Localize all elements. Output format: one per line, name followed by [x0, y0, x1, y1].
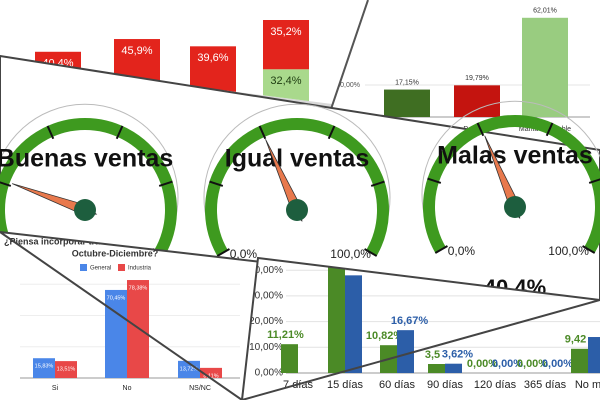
- gauge-scale-label: 100,0%: [330, 247, 371, 261]
- y-tick-label: 30,00%: [249, 291, 283, 302]
- gauge-arc: [423, 115, 600, 253]
- gauge-tick: [476, 122, 485, 137]
- value-label: 10,82%: [366, 330, 404, 342]
- legend-label: Industria: [128, 266, 152, 272]
- value-label: 13,51%: [57, 367, 76, 373]
- gauge-rim: [421, 100, 600, 251]
- gauge-title: Igual ventas: [225, 145, 370, 173]
- value-label: 35,2%: [270, 26, 301, 38]
- legend-swatch: [80, 264, 87, 271]
- gauge-hub: [74, 199, 96, 221]
- gauge-scale-label: 100,0%: [548, 244, 589, 258]
- gauge-tick: [364, 248, 378, 257]
- gauge-tick: [209, 180, 224, 187]
- gauge-rim: [0, 103, 179, 254]
- gauge-tick: [545, 122, 554, 137]
- value-label: 45,9%: [121, 45, 152, 57]
- x-tick-label: No m: [575, 379, 600, 391]
- value-label: 0,00%: [467, 358, 498, 370]
- value-label: 70,45%: [107, 295, 126, 301]
- bar: [571, 348, 588, 373]
- y-tick-label: 40,00%: [249, 265, 283, 276]
- value-label: 9,42: [565, 334, 586, 346]
- value-label: 0,00%: [542, 358, 573, 370]
- x-tick-label: 120 días: [474, 379, 517, 391]
- value-label: 17,15%: [395, 79, 419, 86]
- bar: [200, 367, 222, 378]
- gauge-tick: [588, 178, 600, 184]
- bar: [345, 275, 362, 373]
- gauge-arc: [0, 118, 177, 256]
- bar: [33, 358, 55, 378]
- chart-title: ¿Piensa incorporar tra: [4, 236, 101, 246]
- y-tick-label: 20,00%: [336, 82, 360, 89]
- bar: [281, 344, 298, 373]
- gauge-tick: [216, 248, 230, 257]
- bar: [588, 337, 600, 373]
- value-label: 3,5: [425, 349, 440, 361]
- gauge-title: Malas ventas: [437, 142, 593, 170]
- y-tick-label: 10,00%: [249, 342, 283, 353]
- bar: [454, 85, 500, 117]
- gauge-tick: [158, 180, 173, 187]
- panel-gauges: 0,0% 100,0% Buenas ventas 0,0% 100,0% Igual v…: [0, 54, 600, 314]
- x-tick-label: Si: [52, 385, 59, 392]
- gauge-tick: [258, 125, 267, 140]
- x-tick-label: 60 días: [379, 379, 416, 391]
- panel-grouped-left: ¿Piensa incorporar tra Octubre-Diciembre?…: [0, 232, 262, 400]
- chart-subtitle: Octubre-Diciembre?: [72, 248, 159, 258]
- gauge-scale-label: 0,0%: [230, 247, 258, 261]
- gauge-arc: [205, 118, 389, 256]
- bar: [384, 89, 430, 117]
- x-tick-label: 15 días: [327, 379, 364, 391]
- value-label: 0,00%: [492, 358, 523, 370]
- value-label: 62,01%: [533, 8, 557, 15]
- gauge-title: Buenas ventas: [0, 145, 173, 173]
- gauge-scale-label: 0,0%: [448, 244, 476, 258]
- value-label: 0,00%: [517, 358, 548, 370]
- y-tick-label: 0,00%: [255, 368, 283, 379]
- gauge-hub: [504, 196, 526, 218]
- x-tick-label: 365 días: [524, 379, 567, 391]
- value-label: 78,38%: [129, 285, 148, 291]
- gauge-hub: [286, 199, 308, 221]
- gauge-tick: [370, 180, 385, 187]
- legend-label: General: [90, 266, 111, 272]
- value-label: 39,6%: [197, 52, 228, 64]
- x-tick-label: 90 días: [427, 379, 464, 391]
- value-label: 16,67%: [391, 315, 429, 327]
- value-label: 8,11%: [203, 373, 218, 379]
- bar: [445, 363, 462, 373]
- gauge-rim: [203, 103, 391, 254]
- value-label: 13,72%: [180, 366, 199, 372]
- x-tick-label: No: [123, 385, 132, 392]
- bar: [328, 258, 345, 373]
- gauge-tick: [582, 245, 596, 254]
- gauge-tick: [115, 125, 124, 140]
- y-tick-label: 20,00%: [249, 316, 283, 327]
- value-label: 11,21%: [267, 329, 304, 341]
- gauge-tick: [427, 177, 442, 184]
- bar: [178, 360, 200, 378]
- value-label: 15,83%: [35, 364, 54, 370]
- gauge-tick: [46, 125, 55, 140]
- bar-segment: [263, 20, 309, 70]
- panel-edge: [240, 256, 600, 400]
- gauge-tick: [327, 125, 336, 140]
- bar: [522, 17, 568, 118]
- gauge-tick: [434, 245, 448, 254]
- bar: [105, 289, 127, 378]
- bar: [397, 330, 414, 373]
- gauge-tick: [0, 181, 12, 187]
- bar: [428, 364, 445, 373]
- x-tick-label: NS/NC: [189, 385, 211, 392]
- legend-swatch: [118, 264, 125, 271]
- value-label: 19,79%: [465, 75, 489, 82]
- value-label: 3,62%: [442, 349, 473, 361]
- bar: [55, 361, 77, 378]
- value-label: 32,4%: [270, 75, 301, 87]
